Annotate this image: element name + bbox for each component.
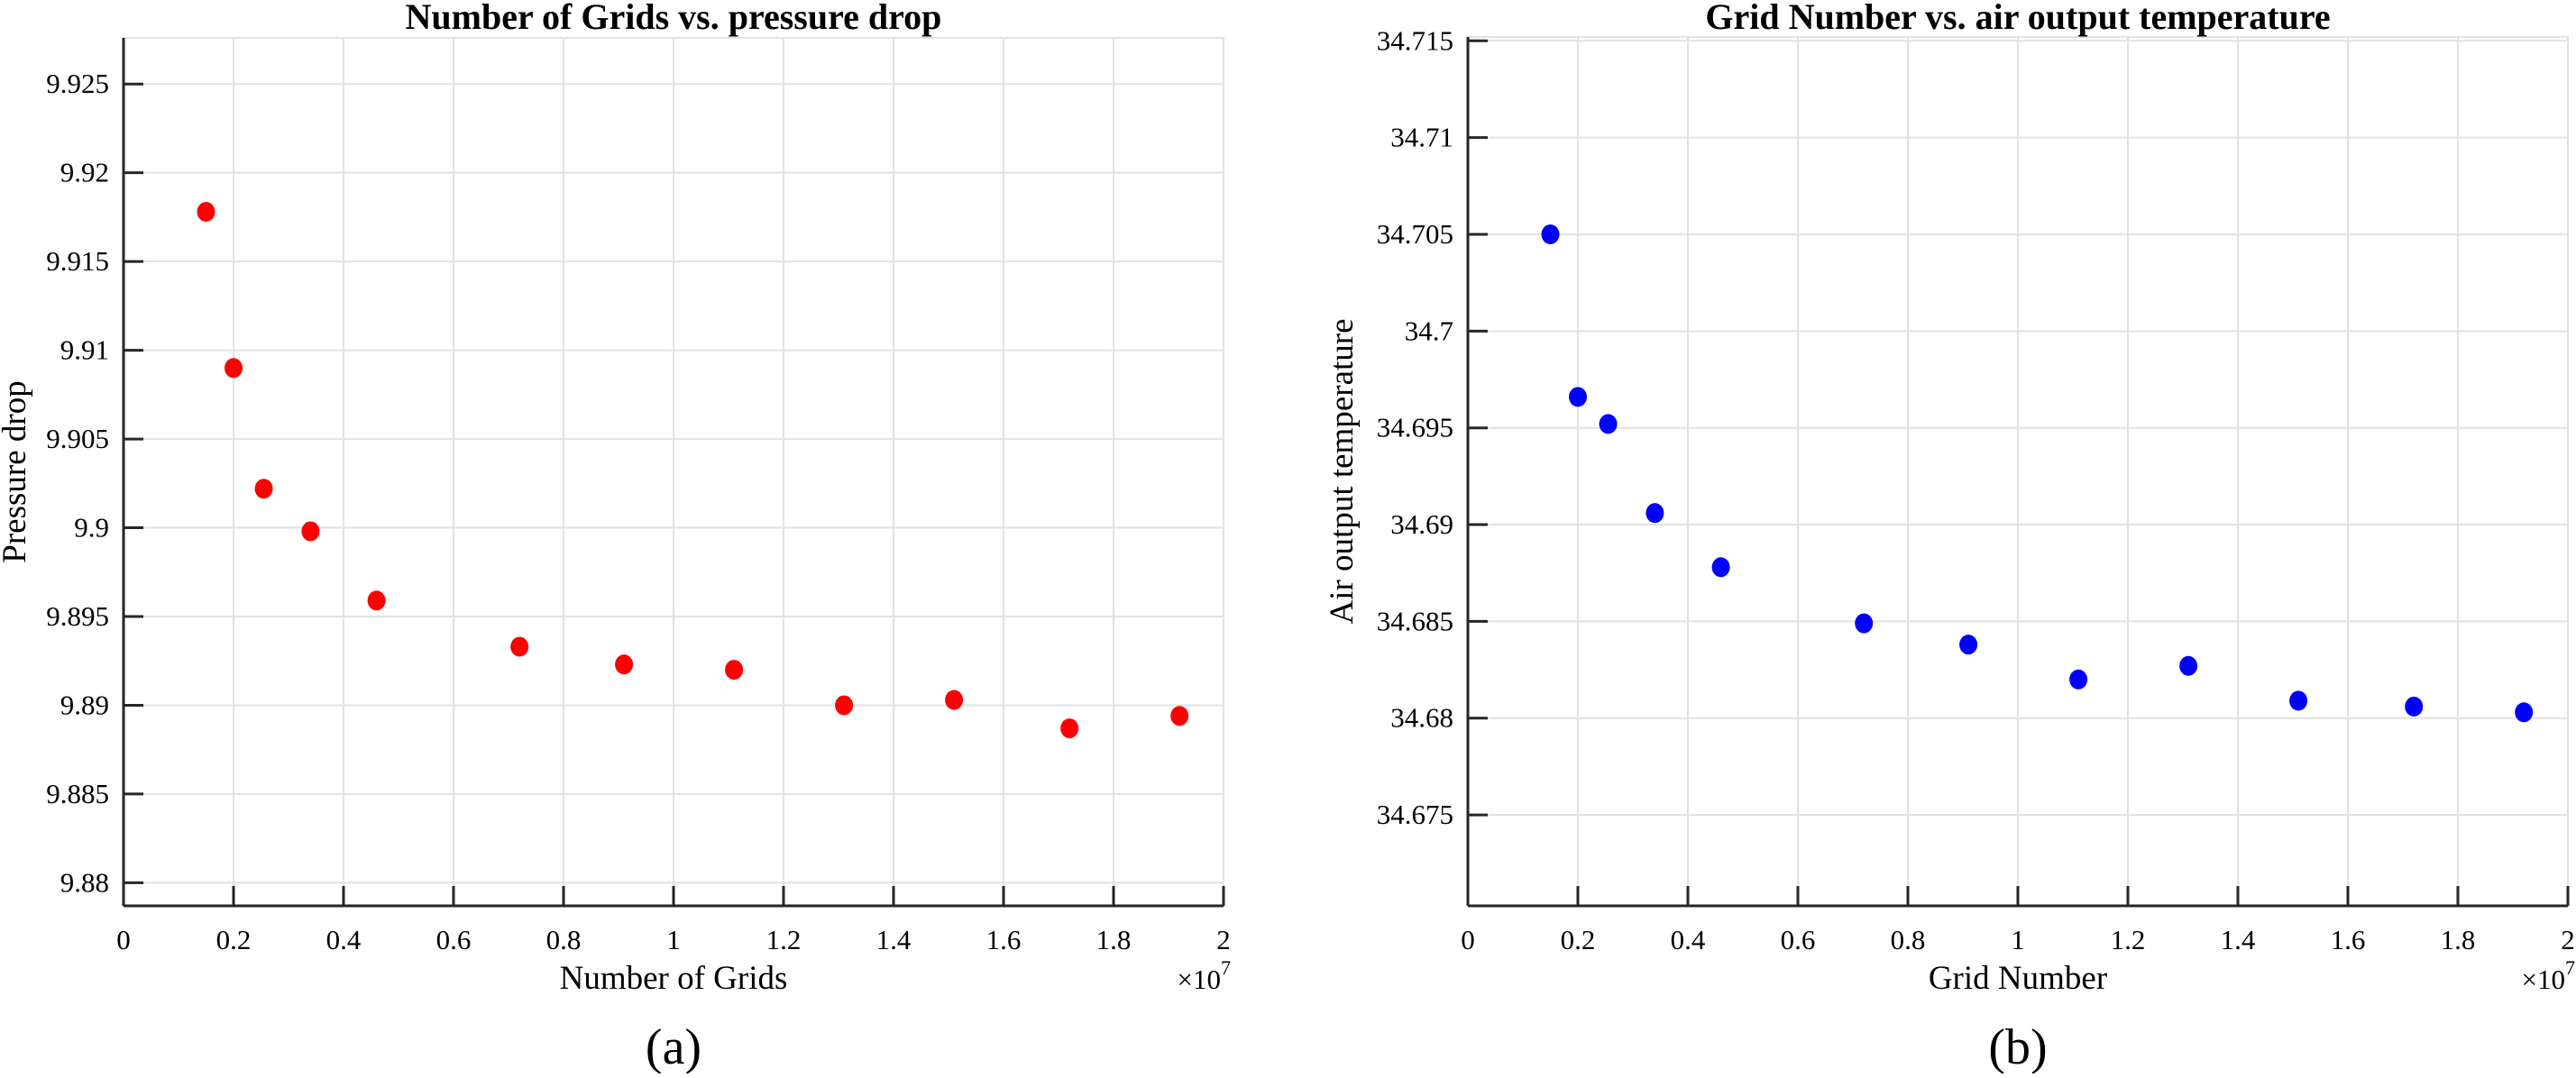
x-tick-label: 1.6: [2331, 924, 2366, 955]
data-point: [1569, 387, 1587, 407]
y-axis-label: Air output temperature: [1324, 318, 1361, 624]
y-tick-label: 9.915: [46, 245, 109, 277]
data-point: [835, 695, 854, 716]
subplot-caption: (a): [646, 1019, 701, 1073]
y-tick-label: 9.9: [74, 512, 109, 544]
x-tick-label: 1: [2011, 924, 2025, 955]
data-point: [367, 590, 386, 611]
x-tick-label: 1.8: [2441, 924, 2476, 955]
y-tick-label: 9.92: [60, 157, 109, 188]
y-tick-label: 34.685: [1377, 605, 1453, 636]
data-point: [1170, 706, 1189, 726]
data-point: [2405, 696, 2424, 717]
plot-title: Number of Grids vs. pressure drop: [406, 0, 942, 37]
x-tick-label: 1: [666, 924, 681, 955]
data-point: [2179, 655, 2198, 676]
x-tick-label: 0.2: [216, 924, 252, 955]
y-tick-label: 9.88: [60, 866, 109, 898]
plot-title: Grid Number vs. air output temperature: [1705, 0, 2330, 37]
data-point: [2289, 690, 2308, 711]
x-tick-label: 1.2: [766, 924, 802, 955]
y-tick-label: 34.71: [1390, 122, 1453, 153]
x-tick-label: 0.8: [546, 924, 582, 955]
x-tick-label: 0.6: [436, 924, 472, 955]
data-point: [1711, 557, 1730, 578]
data-point: [2515, 702, 2534, 723]
y-tick-label: 9.91: [60, 334, 109, 366]
y-tick-label: 9.925: [46, 68, 109, 99]
plot-a: 0 0.2 0.4 0.6 0.8 1 1.2 1.4 1.6 1.8 2 9.88 9.885 9.89…: [0, 0, 1231, 1075]
data-point: [2069, 669, 2088, 690]
x-tick-label: 0.8: [1891, 924, 1926, 955]
x-tick-label: 0.2: [1561, 924, 1596, 955]
y-tick-label: 34.715: [1377, 24, 1453, 56]
y-tick-label: 34.705: [1377, 218, 1453, 250]
data-point: [615, 654, 634, 675]
data-point: [254, 479, 273, 499]
y-tick-label: 34.675: [1377, 799, 1453, 830]
data-point: [1646, 503, 1664, 524]
y-tick-label: 34.7: [1405, 315, 1453, 346]
x-axis-label: Grid Number: [1929, 960, 2107, 997]
y-tick-label: 9.905: [46, 423, 109, 454]
data-point: [1541, 224, 1560, 244]
x-tick-label: 0.6: [1781, 924, 1816, 955]
y-tick-label: 9.885: [46, 778, 109, 809]
axis-exponent-label: ×107: [1178, 956, 1231, 995]
data-point: [1060, 718, 1079, 739]
axis-exponent-label: ×107: [2522, 956, 2575, 995]
x-tick-label: 0.4: [326, 924, 362, 955]
x-tick-label: 0: [1461, 924, 1475, 955]
y-tick-label: 9.895: [46, 600, 109, 632]
data-points: [197, 201, 1189, 739]
plot-b: 0 0.2 0.4 0.6 0.8 1 1.2 1.4 1.6 1.8 2 34.675 34.68 34…: [1324, 0, 2575, 1075]
data-points: [1541, 224, 2534, 723]
data-point: [197, 201, 215, 222]
x-axis-label: Number of Grids: [560, 960, 788, 997]
x-tick-label: 2: [2561, 924, 2575, 955]
y-tick-label: 9.89: [60, 689, 109, 720]
data-point: [510, 636, 529, 657]
x-tick-label: 1.8: [1096, 924, 1132, 955]
x-tick-label: 0.4: [1671, 924, 1706, 955]
y-axis-label: Pressure drop: [0, 380, 33, 562]
x-tick-label: 1.2: [2111, 924, 2146, 955]
x-tick-label: 1.4: [2221, 924, 2256, 955]
y-tick-label: 34.68: [1390, 702, 1453, 734]
x-tick-label: 0: [116, 924, 131, 955]
x-tick-label: 1.4: [876, 924, 912, 955]
data-point: [301, 521, 320, 542]
data-point: [945, 690, 964, 710]
x-tick-label: 2: [1216, 924, 1231, 955]
data-point: [1599, 414, 1618, 434]
x-tick-label: 1.6: [986, 924, 1022, 955]
data-point: [725, 660, 744, 681]
y-tick-label: 34.69: [1390, 508, 1453, 540]
data-point: [225, 358, 243, 379]
data-point: [1855, 613, 1874, 634]
y-tick-label: 34.695: [1377, 412, 1453, 443]
subplot-caption: (b): [1988, 1019, 2047, 1073]
data-point: [1959, 635, 1978, 655]
